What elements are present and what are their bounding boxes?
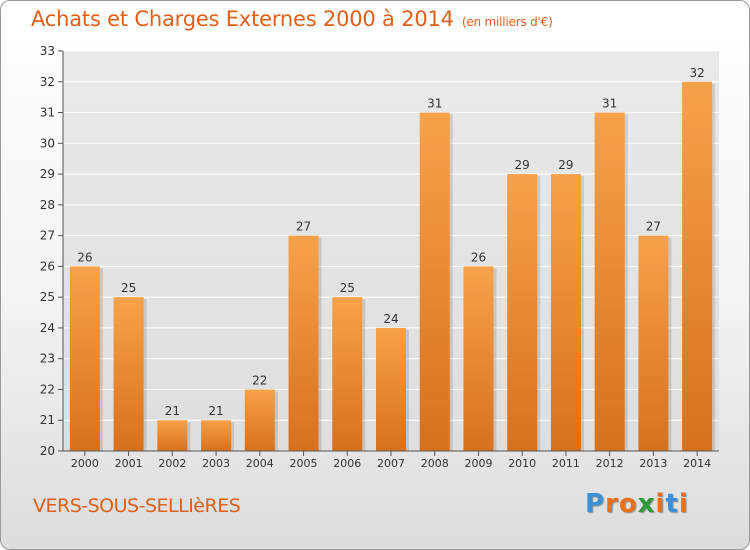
logo-letter: r	[605, 489, 619, 519]
data-label: 32	[689, 66, 704, 80]
data-label: 25	[121, 281, 136, 295]
y-tick-label: 20	[40, 444, 55, 458]
y-tick-label: 24	[40, 321, 55, 335]
town-name: VERS-SOUS-SELLIèRES	[33, 495, 241, 517]
x-tick-label: 2004	[246, 457, 274, 470]
data-label: 21	[165, 404, 180, 418]
logo-letter: i	[655, 489, 666, 519]
y-tick-label: 32	[40, 75, 55, 89]
y-tick-label: 27	[40, 229, 55, 243]
bar	[682, 81, 713, 452]
data-label: 25	[340, 281, 355, 295]
y-tick-label: 30	[40, 136, 55, 150]
chart-title: Achats et Charges Externes 2000 à 2014	[31, 7, 454, 31]
bar	[201, 420, 232, 451]
y-tick-label: 28	[40, 198, 55, 212]
x-tick-label: 2012	[596, 457, 624, 470]
data-label: 26	[471, 250, 486, 264]
y-tick-label: 23	[40, 352, 55, 366]
data-label: 26	[77, 250, 92, 264]
data-label: 22	[252, 373, 267, 387]
data-label: 27	[646, 220, 661, 234]
bar	[463, 266, 494, 451]
bar	[113, 297, 144, 451]
data-label: 31	[602, 97, 617, 111]
data-label: 27	[296, 220, 311, 234]
x-tick-label: 2001	[115, 457, 143, 470]
x-tick-label: 2009	[464, 457, 492, 470]
y-tick-label: 29	[40, 167, 55, 181]
y-tick-label: 33	[40, 44, 55, 58]
x-tick-label: 2007	[377, 457, 405, 470]
logo-letter: x	[637, 489, 656, 519]
data-label: 29	[515, 158, 530, 172]
y-tick-label: 31	[40, 106, 55, 120]
chart-title-block: Achats et Charges Externes 2000 à 2014 (e…	[31, 7, 553, 31]
x-tick-label: 2006	[333, 457, 361, 470]
x-tick-label: 2010	[508, 457, 536, 470]
data-label: 29	[558, 158, 573, 172]
bar	[244, 389, 275, 451]
x-tick-label: 2013	[639, 457, 667, 470]
bar	[69, 266, 100, 451]
bar	[638, 235, 669, 451]
y-tick-label: 21	[40, 413, 55, 427]
bar	[376, 327, 406, 451]
bar	[550, 174, 581, 452]
x-tick-label: 2008	[421, 457, 449, 470]
x-tick-label: 2011	[552, 457, 580, 470]
x-tick-label: 2014	[683, 457, 711, 470]
x-tick-label: 2000	[71, 457, 99, 470]
y-tick-label: 26	[40, 259, 55, 273]
logo-letter: o	[618, 489, 638, 519]
bar	[288, 235, 319, 451]
logo-letter: t	[665, 489, 679, 519]
bar	[332, 297, 363, 451]
logo-letter: P	[585, 489, 606, 519]
bar	[419, 112, 450, 452]
proxiti-logo: Proxiti	[585, 489, 689, 519]
chart-subtitle: (en milliers d'€)	[461, 15, 553, 29]
x-tick-label: 2005	[290, 457, 318, 470]
logo-letter: i	[678, 489, 689, 519]
bar	[594, 112, 625, 452]
y-tick-label: 25	[40, 290, 55, 304]
x-tick-label: 2002	[158, 457, 186, 470]
y-tick-label: 22	[40, 382, 55, 396]
bar	[157, 420, 188, 451]
bar	[507, 174, 538, 452]
data-label: 24	[383, 312, 398, 326]
data-label: 21	[208, 404, 223, 418]
data-label: 31	[427, 97, 442, 111]
x-tick-label: 2003	[202, 457, 230, 470]
